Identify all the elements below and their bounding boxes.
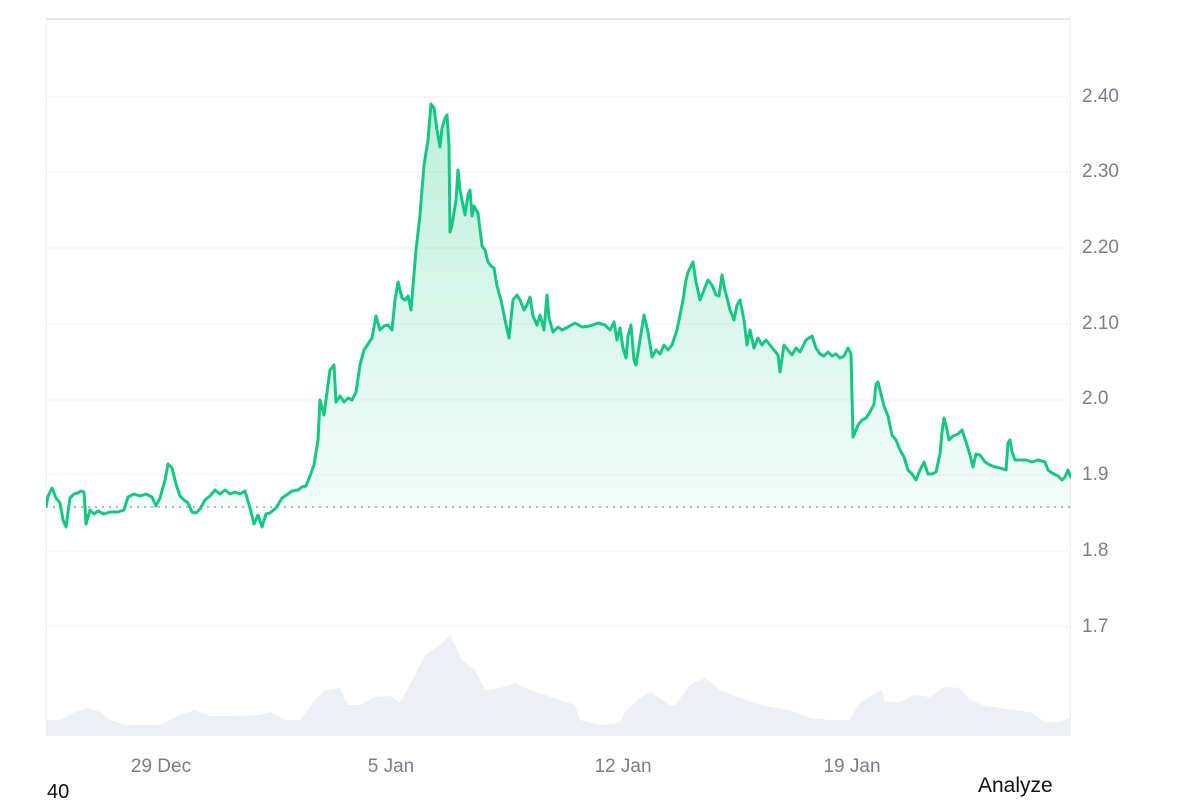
y-tick: 1.8	[1082, 540, 1109, 561]
partial-label: 40	[47, 781, 70, 803]
price-line-up	[46, 102, 1071, 507]
y-tick: 2.20	[1082, 237, 1119, 258]
y-tick: 2.40	[1082, 86, 1119, 107]
y-tick: 1.7	[1082, 616, 1109, 637]
chart-frame	[46, 18, 1071, 736]
analyze-button[interactable]: Analyze	[978, 774, 1053, 797]
y-tick: 2.0	[1082, 388, 1109, 409]
volume-area	[46, 635, 1071, 736]
x-tick: 5 Jan	[367, 756, 415, 777]
y-tick: 2.30	[1082, 161, 1119, 182]
y-tick: 1.9	[1082, 464, 1109, 485]
x-tick: 12 Jan	[594, 756, 652, 777]
y-tick: 2.10	[1082, 313, 1119, 334]
x-tick: 29 Dec	[130, 756, 192, 777]
x-tick: 19 Jan	[823, 756, 881, 777]
price-fill-up	[46, 104, 1071, 507]
